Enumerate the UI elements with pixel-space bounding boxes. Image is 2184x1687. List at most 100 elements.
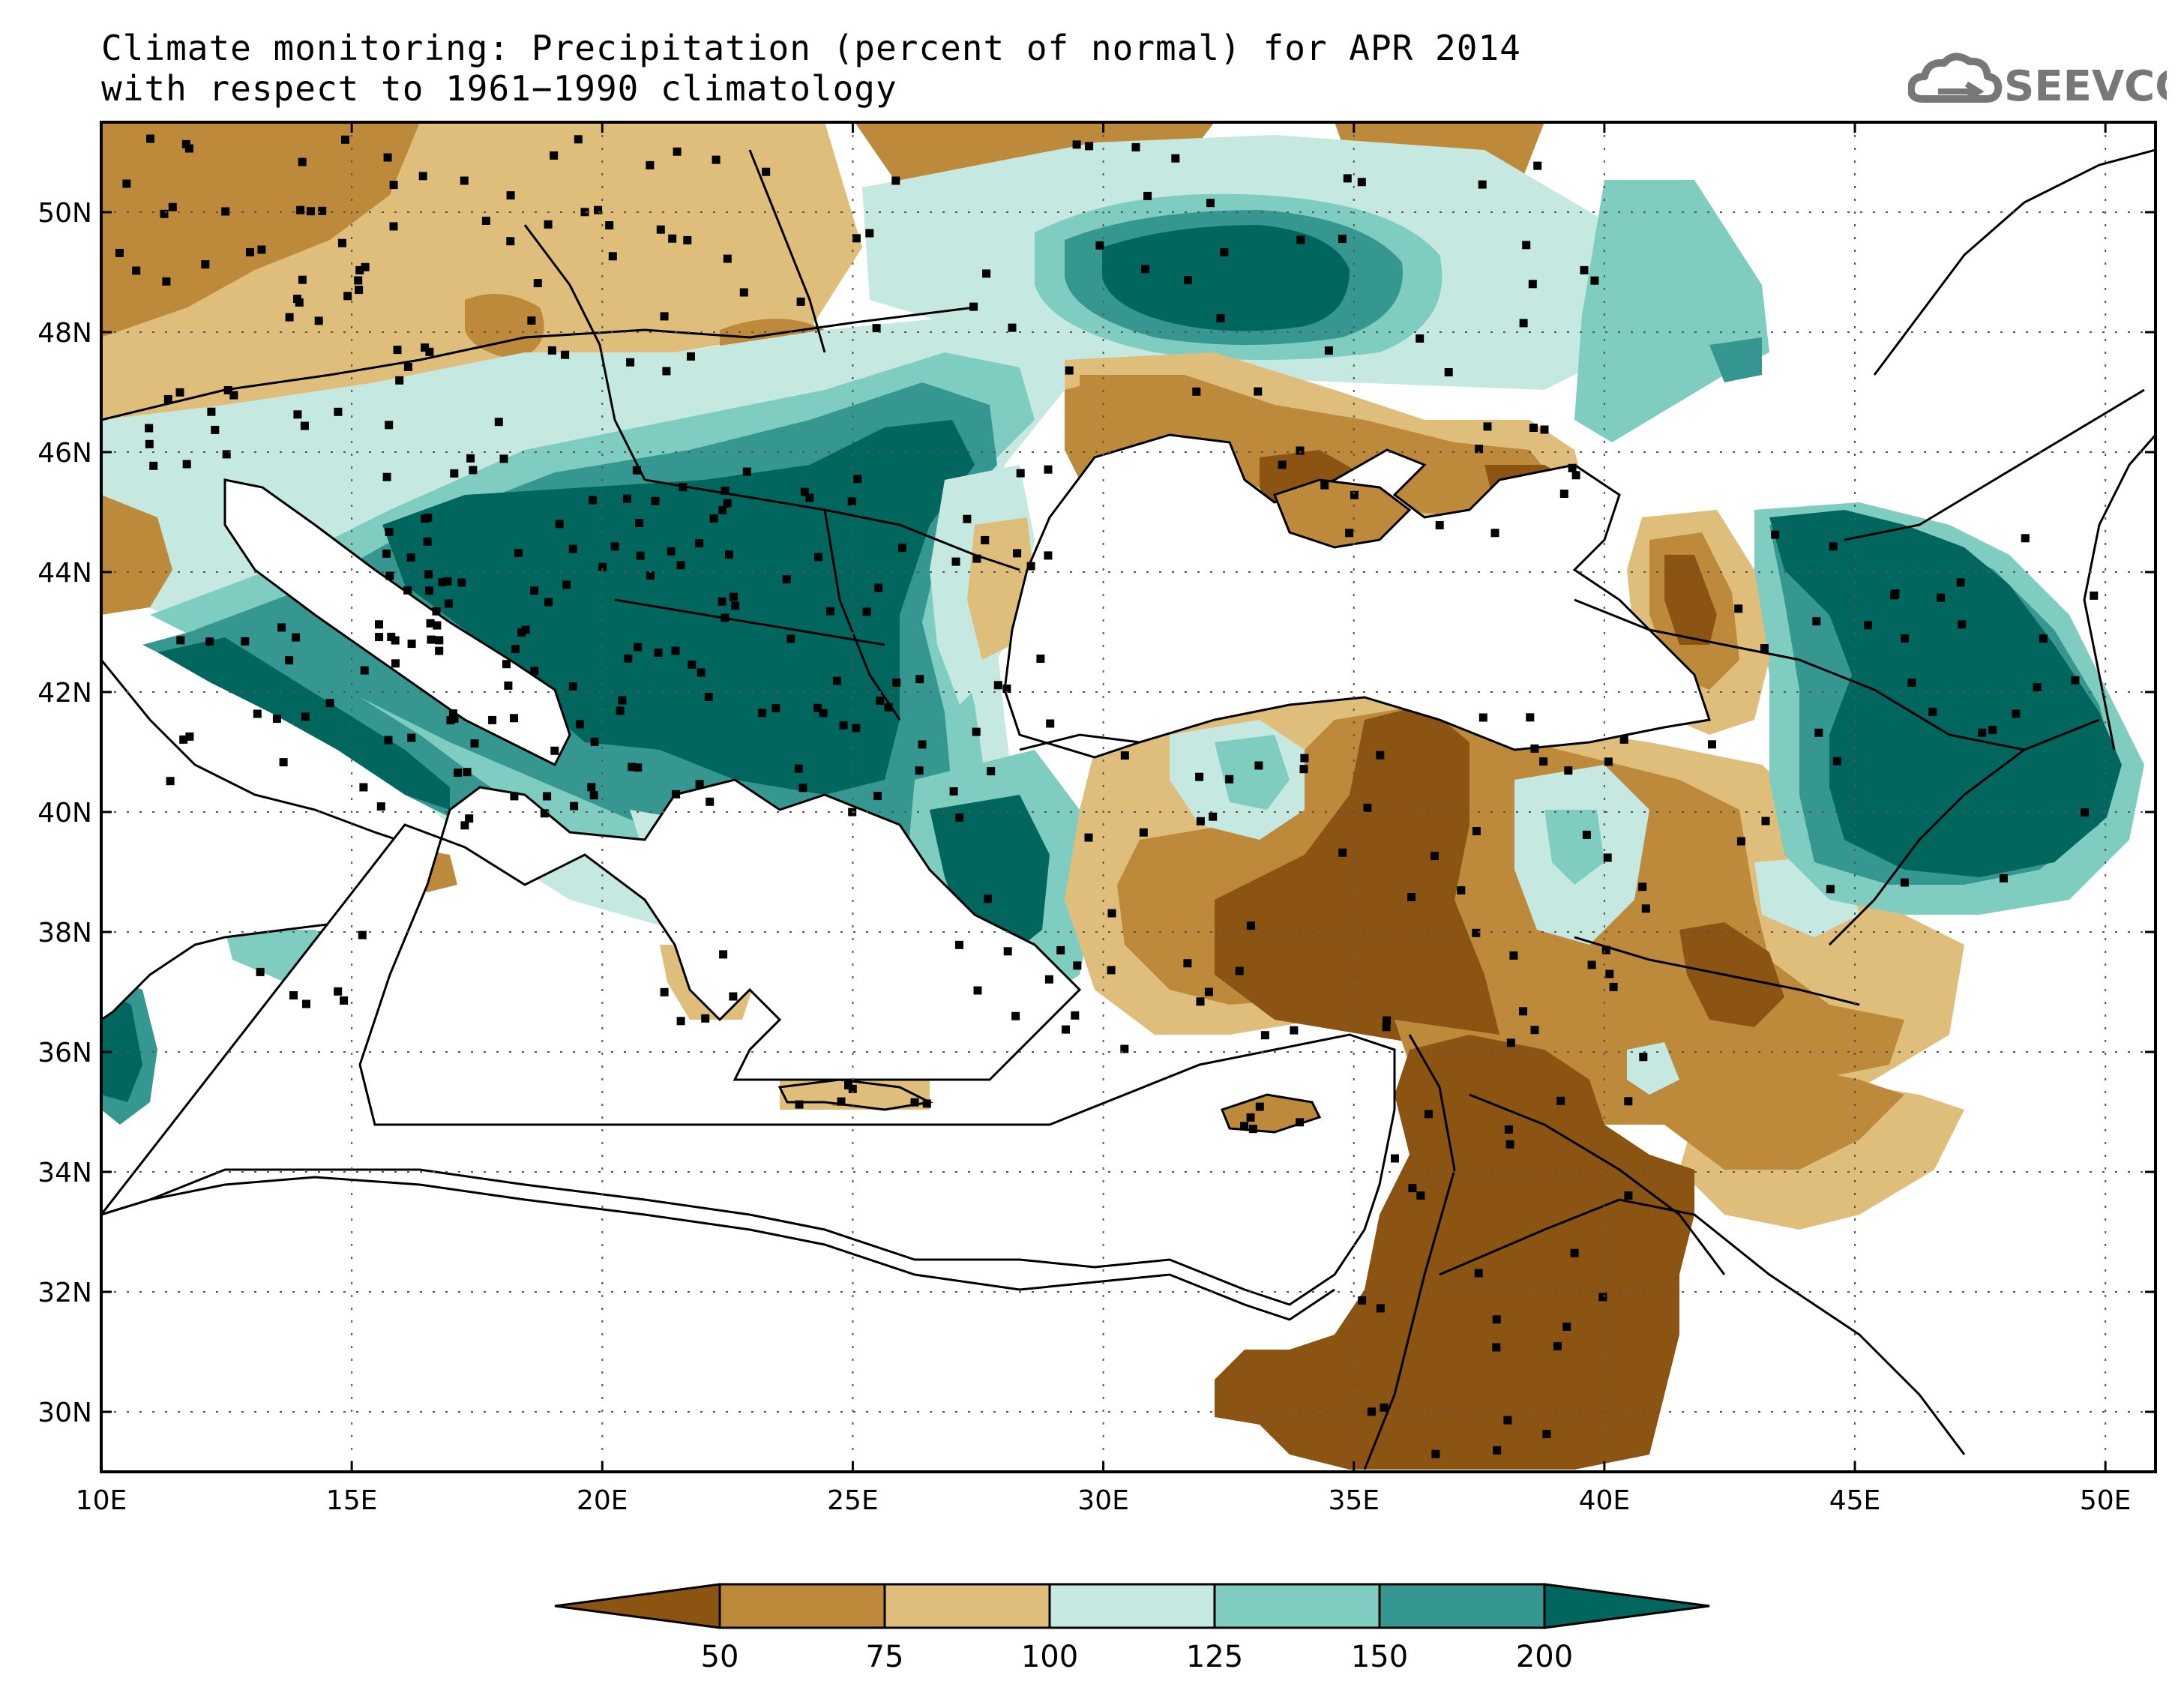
station-marker [892,678,901,687]
station-marker [618,696,627,705]
station-marker [562,580,571,589]
field-caucasus-driest [1664,555,1717,645]
station-marker [360,666,369,675]
station-marker [1011,1011,1020,1020]
station-marker [293,410,302,419]
station-marker [819,709,828,718]
station-marker [1407,893,1416,901]
station-marker [1383,1016,1392,1025]
station-marker [1225,775,1234,784]
station-marker [1493,1446,1502,1455]
station-marker [1139,828,1148,837]
station-marker [1376,1304,1385,1313]
station-marker [494,418,503,427]
station-marker [949,787,958,796]
station-marker [1002,685,1011,693]
station-marker [847,497,856,506]
station-marker [506,237,515,246]
station-marker [848,1084,857,1093]
station-marker [723,499,732,508]
station-marker [1192,387,1201,396]
station-marker [1568,463,1577,472]
station-marker [1435,521,1444,529]
station-marker [972,727,981,736]
station-marker [1559,490,1568,498]
colorbar-segment [718,1583,886,1629]
station-marker [660,987,669,996]
station-marker [1504,1125,1513,1134]
station-marker [1956,578,1965,587]
station-marker [891,176,900,185]
station-marker [1196,997,1205,1006]
coastlines [101,148,2156,1470]
station-marker [547,346,556,355]
station-marker [1016,469,1025,478]
lon-tick-label: 15E [326,1485,378,1516]
station-marker [872,324,881,333]
station-marker [246,247,254,256]
station-marker [576,720,584,729]
station-marker [814,553,822,562]
station-marker [1864,621,1872,630]
station-marker [1526,713,1535,722]
station-marker [384,736,393,745]
station-marker [1478,180,1487,189]
station-marker [1519,319,1528,328]
station-marker [982,269,991,278]
station-marker [293,295,301,304]
station-marker [1046,719,1055,728]
station-marker [1483,422,1492,431]
station-marker [719,950,728,959]
station-marker [1638,882,1647,891]
field-east-strip-wet [1709,337,1762,382]
station-marker [337,238,346,247]
station-marker [1570,1248,1579,1257]
field-slovenia-dry [465,294,544,360]
station-marker [450,715,459,723]
station-marker [355,265,364,274]
station-marker [624,654,633,663]
station-marker [1734,604,1743,613]
station-marker [1708,740,1716,749]
station-marker [725,550,733,559]
station-marker [387,632,396,641]
colorbar: 50 75 100 125 150 200 [554,1583,1710,1674]
station-marker [1008,323,1017,332]
station-marker [406,553,415,562]
station-marker [341,135,349,144]
station-marker [1475,445,1484,454]
station-marker [1736,837,1745,846]
station-marker [355,286,364,295]
station-marker [865,229,874,238]
station-marker [163,394,172,403]
station-marker [589,496,598,505]
station-marker [951,557,960,566]
logo-text: SEEVCCC [2004,62,2167,111]
station-marker [1065,366,1074,375]
field-adriatic-dry [101,495,172,615]
station-marker [1107,909,1116,918]
station-marker [651,496,660,505]
station-marker [376,802,385,811]
station-marker [610,542,619,551]
station-marker [544,220,553,229]
colorbar-segment [1048,1583,1216,1629]
station-marker [1619,735,1628,744]
station-marker [1296,235,1305,244]
station-marker [1300,754,1309,763]
station-marker [1290,1026,1299,1035]
station-marker [594,205,603,214]
lon-tick-label: 35E [1328,1485,1380,1516]
station-marker [706,797,715,806]
station-marker [1095,241,1104,250]
station-marker [426,619,435,628]
station-marker [981,535,990,544]
station-marker [1540,425,1549,434]
station-marker [915,766,924,775]
station-marker [1084,833,1093,842]
station-marker [672,790,681,799]
station-marker [122,179,131,188]
station-marker [1472,928,1481,937]
station-marker [223,386,232,394]
station-marker [454,769,462,778]
